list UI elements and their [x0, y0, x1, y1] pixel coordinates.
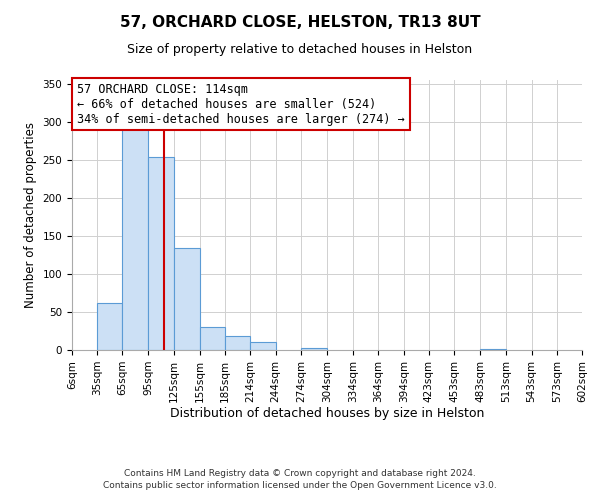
Bar: [301, 348, 327, 350]
Y-axis label: Number of detached properties: Number of detached properties: [24, 122, 37, 308]
X-axis label: Distribution of detached houses by size in Helston: Distribution of detached houses by size …: [170, 408, 484, 420]
Bar: [199, 327, 225, 350]
Bar: [122, 128, 148, 350]
Text: Size of property relative to detached houses in Helston: Size of property relative to detached ho…: [127, 42, 473, 56]
Text: Contains public sector information licensed under the Open Government Licence v3: Contains public sector information licen…: [103, 481, 497, 490]
Text: 57, ORCHARD CLOSE, HELSTON, TR13 8UT: 57, ORCHARD CLOSE, HELSTON, TR13 8UT: [119, 15, 481, 30]
Bar: [97, 303, 122, 350]
Bar: [480, 349, 506, 350]
Text: 57 ORCHARD CLOSE: 114sqm
← 66% of detached houses are smaller (524)
34% of semi-: 57 ORCHARD CLOSE: 114sqm ← 66% of detach…: [77, 82, 405, 126]
Bar: [174, 248, 199, 350]
Bar: [250, 342, 275, 350]
Bar: [225, 336, 250, 350]
Text: Contains HM Land Registry data © Crown copyright and database right 2024.: Contains HM Land Registry data © Crown c…: [124, 468, 476, 477]
Bar: [148, 157, 174, 350]
